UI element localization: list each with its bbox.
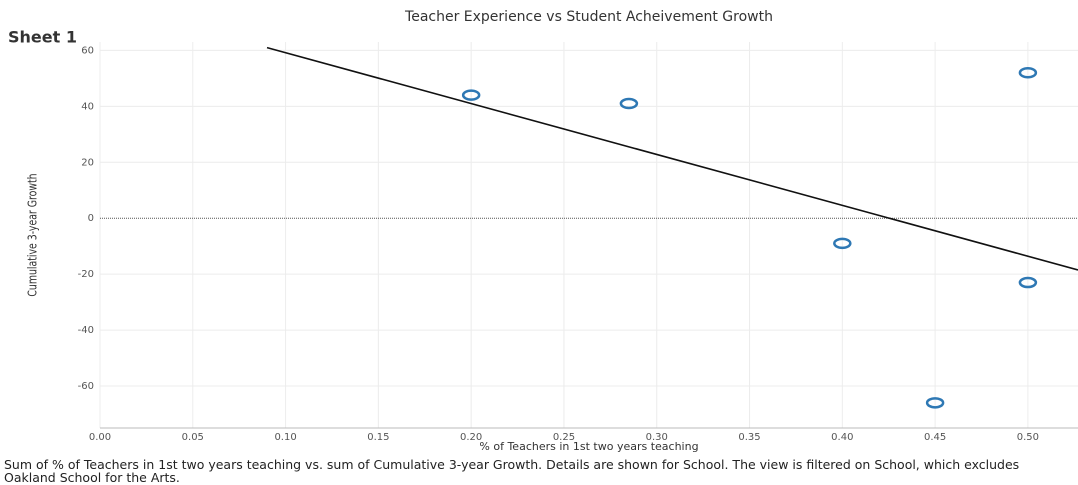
x-tick-label: 0.15 [367,432,389,443]
trend-line [266,46,1078,271]
point [925,397,945,409]
x-tick-label: 0.45 [924,432,946,443]
sheet-title: Sheet 1 [8,28,77,47]
x-tick-label: 0.20 [460,432,482,443]
x-tick-label: 0.10 [274,432,296,443]
point [1018,67,1038,79]
y-tick-label: 20 [81,157,94,168]
x-tick-label: 0.35 [738,432,760,443]
y-axis-label: Cumulative 3-year Growth [25,173,39,296]
x-tick-label: 0.30 [646,432,668,443]
y-tick-label: -60 [78,381,94,392]
y-tick-label: 0 [88,213,94,224]
point [833,237,852,250]
x-tick-label: 0.05 [182,432,204,443]
chart: Sheet 1 Teacher Experience vs Student Ac… [8,9,1078,453]
plot-area [100,42,1078,428]
x-tick-label: 0.40 [831,432,853,443]
x-tick-label: 0.00 [89,432,111,443]
y-tick-label: 40 [81,101,94,112]
y-tick-label: -20 [78,269,94,280]
y-tick-label: -40 [78,325,94,336]
x-tick-label: 0.25 [553,432,575,443]
caption: Sum of % of Teachers in 1st two years te… [4,457,1020,485]
chart-title: Teacher Experience vs Student Acheivemen… [404,9,773,25]
point [461,89,481,101]
x-axis-label: % of Teachers in 1st two years teaching [479,440,698,453]
y-tick-label: 60 [81,45,94,56]
x-tick-label: 0.50 [1017,432,1039,443]
point [619,97,639,110]
point [1018,276,1038,289]
